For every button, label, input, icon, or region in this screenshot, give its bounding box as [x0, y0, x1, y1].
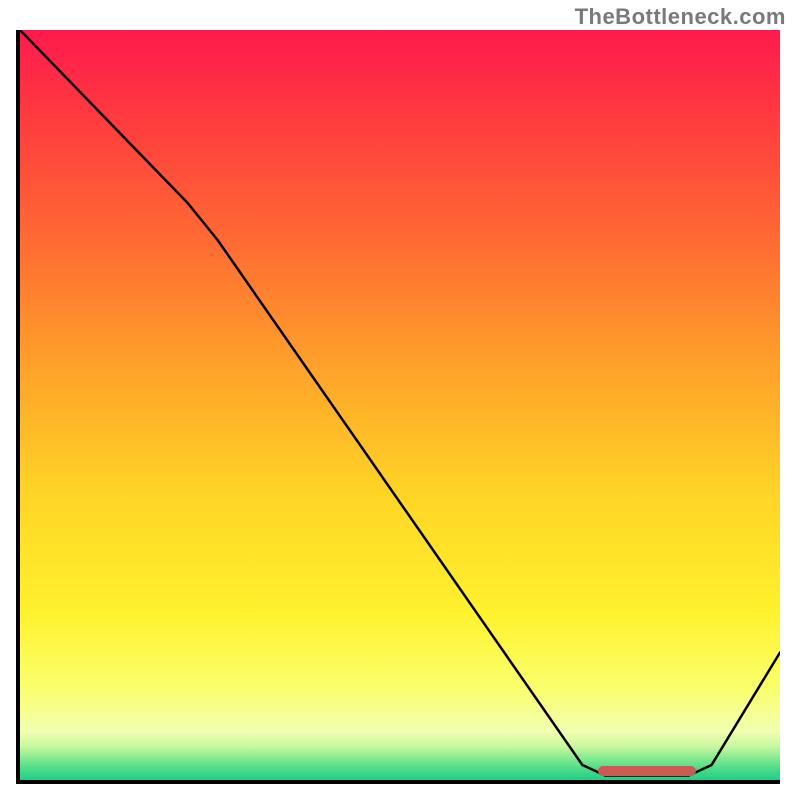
attribution-text: TheBottleneck.com — [575, 4, 786, 30]
bottleneck-curve — [20, 30, 780, 776]
plot-area — [20, 30, 780, 780]
curve-overlay — [20, 30, 780, 780]
chart-container: TheBottleneck.com — [0, 0, 800, 800]
optimal-range-marker — [598, 766, 697, 776]
